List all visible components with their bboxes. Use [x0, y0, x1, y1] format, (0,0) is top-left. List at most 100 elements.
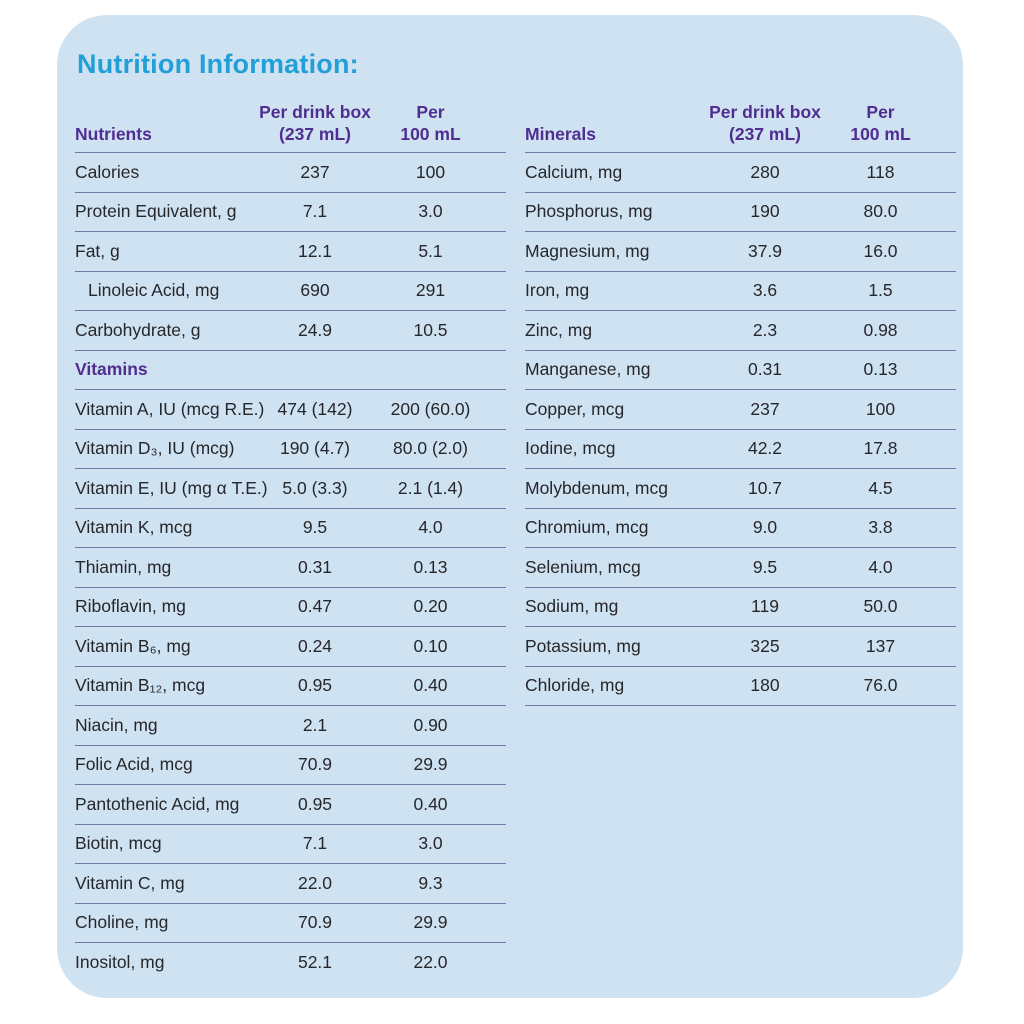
row-value-per-drink-box: 237: [750, 398, 780, 419]
row-value-per-100ml: 3.0: [418, 201, 443, 222]
row-label: Fat, g: [75, 240, 120, 261]
row-label: Biotin, mcg: [75, 833, 162, 854]
row-value-per-drink-box: 474 (142): [277, 398, 353, 419]
row-value-per-drink-box: 0.47: [297, 596, 333, 617]
row-value-per-100ml: 0.13: [413, 556, 448, 577]
table-row: Vitamin D₃, IU (mcg) 190 (4.7) 80.0 (2.0): [75, 430, 506, 469]
column-header-per-drink-box: Per drink box (237 mL): [255, 102, 375, 145]
table-row: Vitamin E, IU (mg α T.E.) 5.0 (3.3) 2.1 (1…: [75, 469, 506, 509]
table-row: Thiamin, mg 0.31 0.13: [75, 548, 506, 588]
per-100ml-volume: 100 mL: [400, 123, 461, 144]
row-label: Zinc, mg: [525, 319, 593, 340]
table-row: Manganese, mg 0.31 0.13: [525, 351, 956, 390]
row-label: Sodium, mg: [525, 596, 619, 617]
row-label: Iodine, mcg: [525, 438, 616, 459]
table-row: Molybdenum, mcg 10.7 4.5: [525, 469, 956, 509]
section-header-row: Vitamins: [75, 351, 506, 390]
row-value-per-100ml: 100: [865, 398, 896, 419]
per-drink-box-volume: (237 mL): [279, 123, 351, 144]
row-value-per-100ml: 4.5: [868, 477, 893, 498]
row-value-per-drink-box: 70.9: [297, 912, 333, 933]
row-label: Vitamin C, mg: [75, 872, 185, 893]
row-label: Copper, mcg: [525, 398, 625, 419]
row-value-per-drink-box: 12.1: [297, 240, 333, 261]
row-value-per-drink-box: 180: [750, 675, 780, 696]
row-value-per-100ml: 200 (60.0): [390, 398, 471, 419]
row-value-per-100ml: 2.1 (1.4): [397, 477, 464, 498]
nutrients-rows: Calories 237 100 Protein Equivalent, g 7.1 3.…: [75, 153, 506, 983]
row-value-per-drink-box: 3.6: [752, 280, 778, 301]
row-value-per-drink-box: 690: [300, 280, 330, 301]
minerals-table: Minerals Per drink box (237 mL) Per 100 …: [525, 100, 956, 983]
row-value-per-100ml: 22.0: [413, 952, 448, 973]
row-label: Iron, mg: [525, 280, 590, 301]
table-row: Carbohydrate, g 24.9 10.5: [75, 311, 506, 351]
row-value-per-100ml: 0.20: [413, 596, 448, 617]
table-row: Biotin, mcg 7.1 3.0: [75, 825, 506, 864]
tables-container: Nutrients Per drink box (237 mL) Per 100…: [75, 100, 958, 983]
row-value-per-drink-box: 0.24: [297, 635, 333, 656]
table-row: Copper, mcg 237 100: [525, 390, 956, 430]
row-value-per-drink-box: 42.2: [747, 438, 783, 459]
per-drink-box-volume: (237 mL): [729, 123, 801, 144]
table-row: Niacin, mg 2.1 0.90: [75, 706, 506, 746]
row-label: Vitamin A, IU (mcg R.E.): [75, 398, 265, 419]
row-value-per-drink-box: 2.3: [752, 319, 778, 340]
row-value-per-drink-box: 2.1: [302, 714, 328, 735]
row-value-per-drink-box: 9.5: [302, 517, 328, 538]
row-value-per-100ml: 291: [415, 280, 446, 301]
per-100ml-label: Per: [416, 102, 445, 123]
row-value-per-100ml: 4.0: [868, 556, 893, 577]
table-row: Inositol, mg 52.1 22.0: [75, 943, 506, 983]
row-value-per-drink-box: 190: [750, 201, 780, 222]
nutrition-panel: Nutrition Information: Nutrients Per dri…: [57, 15, 963, 998]
row-value-per-100ml: 0.90: [413, 714, 448, 735]
per-100ml-volume: 100 mL: [850, 123, 911, 144]
row-value-per-100ml: 50.0: [863, 596, 898, 617]
table-row: Phosphorus, mg 190 80.0: [525, 193, 956, 232]
per-100ml-label: Per: [866, 102, 895, 123]
row-value-per-drink-box: 0.31: [297, 556, 333, 577]
page-title: Nutrition Information:: [77, 49, 359, 79]
row-value-per-drink-box: 7.1: [302, 833, 328, 854]
table-row: Selenium, mcg 9.5 4.0: [525, 548, 956, 588]
table-row: Zinc, mg 2.3 0.98: [525, 311, 956, 351]
row-value-per-100ml: 17.8: [863, 438, 898, 459]
row-value-per-100ml: 0.98: [863, 319, 898, 340]
row-value-per-drink-box: 70.9: [297, 754, 333, 775]
row-label: Chloride, mg: [525, 675, 625, 696]
row-value-per-drink-box: 24.9: [297, 319, 333, 340]
row-value-per-drink-box: 280: [750, 161, 780, 182]
table-row: Linoleic Acid, mg 690 291: [75, 272, 506, 311]
table-row: Iodine, mcg 42.2 17.8: [525, 430, 956, 469]
table-row: Potassium, mg 325 137: [525, 627, 956, 667]
table-row: Choline, mg 70.9 29.9: [75, 904, 506, 943]
row-label: Vitamin B₁₂, mcg: [75, 675, 206, 696]
row-value-per-drink-box: 52.1: [297, 952, 333, 973]
table-row: Chromium, mcg 9.0 3.8: [525, 509, 956, 548]
section-title: Vitamins: [75, 359, 148, 380]
row-value-per-100ml: 16.0: [863, 240, 898, 261]
row-label: Chromium, mcg: [525, 517, 649, 538]
row-value-per-100ml: 80.0 (2.0): [393, 438, 468, 459]
row-value-per-100ml: 0.40: [413, 793, 448, 814]
per-drink-box-label: Per drink box: [259, 102, 371, 123]
row-value-per-drink-box: 325: [750, 635, 780, 656]
row-value-per-100ml: 3.8: [868, 517, 893, 538]
column-header-per-drink-box: Per drink box (237 mL): [705, 102, 825, 145]
row-value-per-100ml: 3.0: [418, 833, 443, 854]
row-value-per-100ml: 0.13: [863, 359, 898, 380]
row-label: Calcium, mg: [525, 161, 623, 182]
row-value-per-drink-box: 5.0 (3.3): [282, 477, 348, 498]
table-row: Vitamin C, mg 22.0 9.3: [75, 864, 506, 904]
row-label: Inositol, mg: [75, 952, 165, 973]
row-value-per-drink-box: 10.7: [747, 477, 783, 498]
nutrients-table: Nutrients Per drink box (237 mL) Per 100…: [75, 100, 506, 983]
table-row: Vitamin K, mcg 9.5 4.0: [75, 509, 506, 548]
minerals-rows: Calcium, mg 280 118 Phosphorus, mg 190 80.0 Ma…: [525, 153, 956, 706]
column-header-per-100ml: Per 100 mL: [375, 102, 506, 145]
row-label: Riboflavin, mg: [75, 596, 186, 617]
table-row: Sodium, mg 119 50.0: [525, 588, 956, 627]
row-value-per-100ml: 1.5: [868, 280, 893, 301]
table-row: Folic Acid, mcg 70.9 29.9: [75, 746, 506, 785]
